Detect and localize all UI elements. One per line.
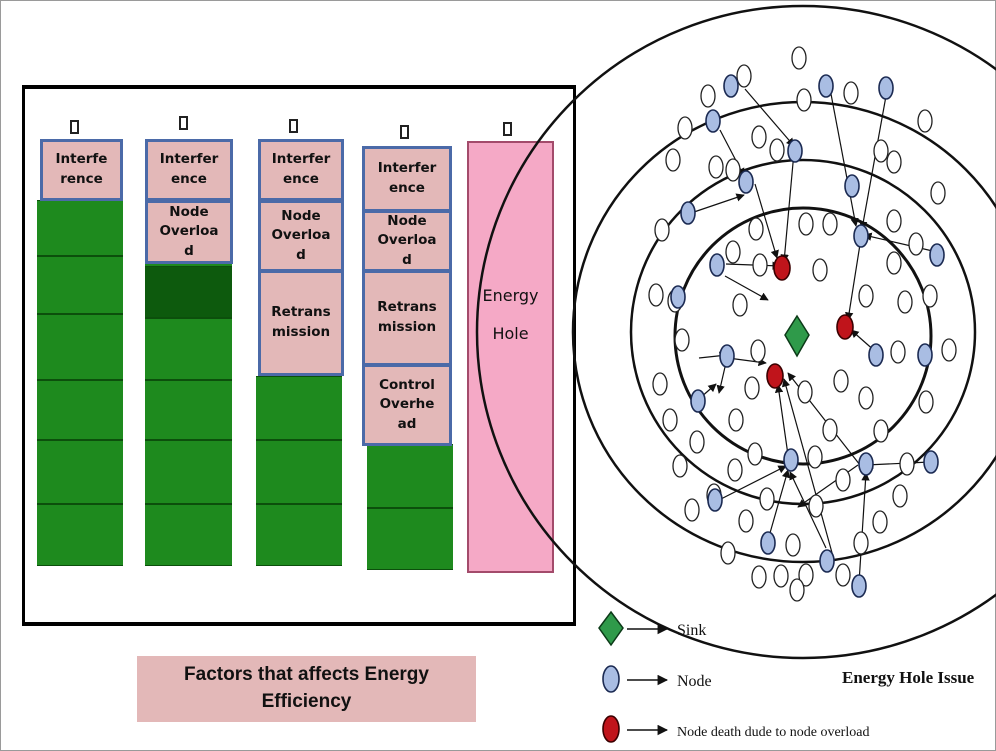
charge-cell	[256, 376, 342, 440]
factor-interference: Interfer ence	[258, 139, 344, 201]
outer-ring	[475, 4, 996, 660]
charge-cell	[145, 440, 232, 504]
battery-terminal	[503, 122, 512, 136]
middle-ring	[571, 100, 996, 564]
battery-terminal	[400, 125, 409, 139]
legend-node-label: Node	[677, 673, 712, 690]
factor-control-overhead: Control Overhe ad	[362, 364, 452, 446]
charge-cell	[37, 200, 123, 256]
charge-cell	[145, 504, 232, 566]
sink-diamond	[784, 314, 810, 358]
charge-cell	[37, 504, 123, 566]
legend-sink-icon	[598, 610, 624, 647]
charge-cell	[37, 440, 123, 504]
factor-interference: Interfe rence	[40, 139, 123, 201]
charge-cell	[256, 504, 342, 566]
battery-terminal	[179, 116, 188, 130]
battery-terminal	[70, 120, 79, 134]
charge-cell	[37, 314, 123, 380]
charge-cell	[37, 256, 123, 314]
battery-terminal	[289, 119, 298, 133]
charge-cell	[145, 318, 232, 380]
charge-cell	[367, 508, 453, 570]
legend-node-icon	[602, 665, 620, 693]
charge-cell	[256, 440, 342, 504]
charge-cell	[37, 380, 123, 440]
charge-cell	[145, 266, 232, 318]
idle-nodes	[648, 46, 957, 602]
legend: Sink Node Node death dude to node overlo…	[598, 610, 869, 743]
charge-cell	[367, 444, 453, 508]
legend-sink-label: Sink	[677, 622, 706, 639]
dead-nodes	[766, 255, 854, 389]
charge-cell	[145, 380, 232, 440]
factor-node-overload: Node Overloa d	[145, 200, 233, 264]
factor-interference: Interfer ence	[362, 146, 452, 212]
legend-dead-node-icon	[602, 715, 620, 743]
factor-retransmission: Retrans mission	[258, 270, 344, 376]
energy-hole-battery: Energy Hole	[467, 141, 554, 573]
active-nodes	[670, 74, 945, 598]
figure-caption: Factors that affects Energy Efficiency	[137, 656, 476, 722]
diagram-title: Energy Hole Issue	[842, 668, 975, 687]
legend-dead-node-label: Node death dude to node overload	[677, 725, 869, 740]
factor-interference: Interfer ence	[145, 139, 233, 201]
